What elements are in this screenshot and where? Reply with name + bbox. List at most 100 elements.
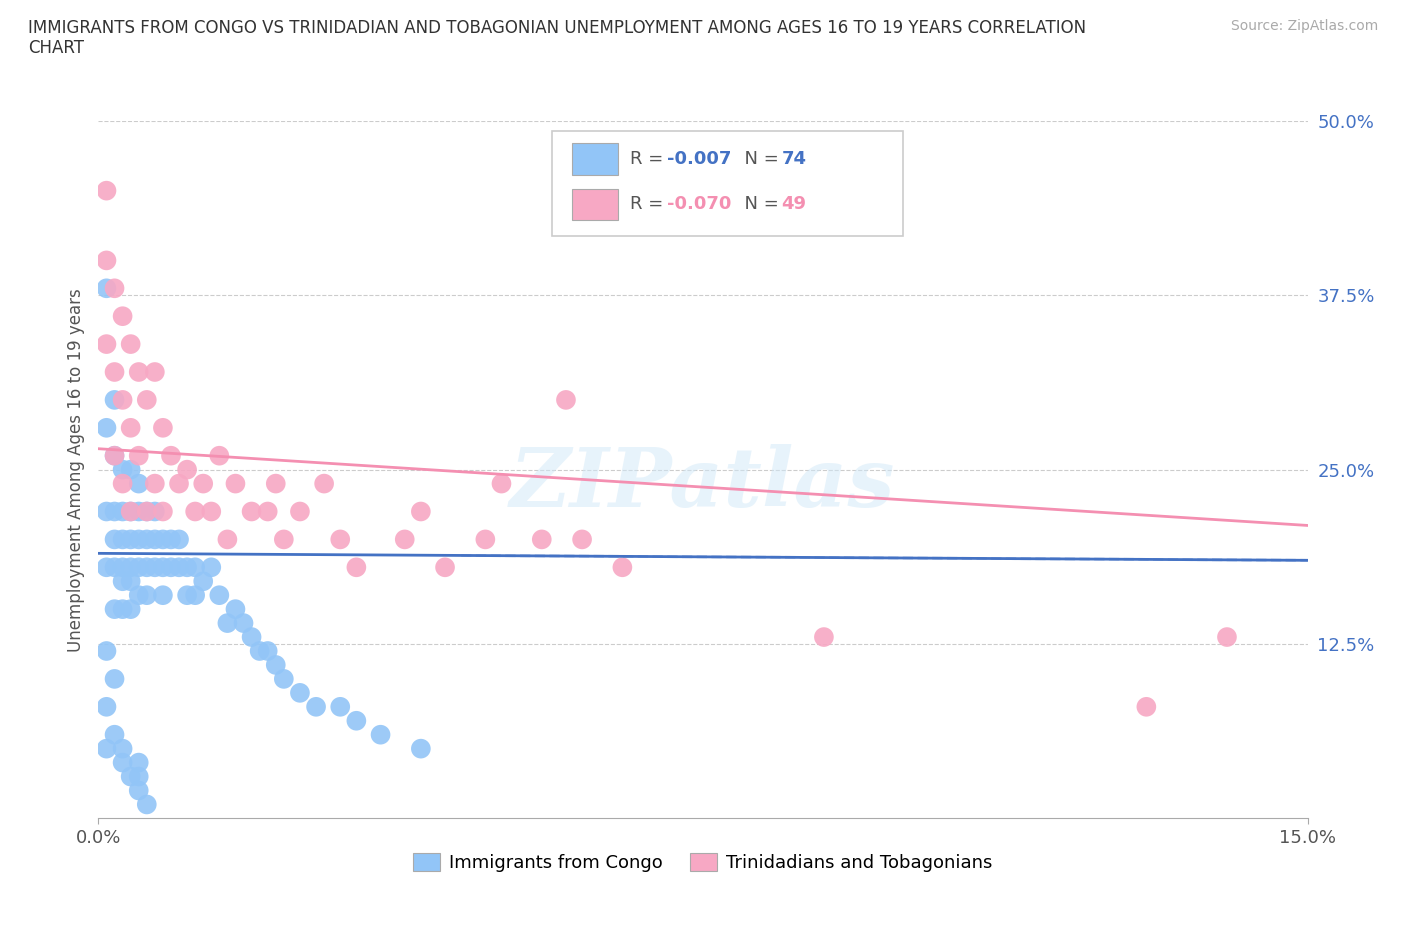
Point [103,560,125,575]
Point [288,685,311,700]
Point [152,560,174,575]
Point [128,365,150,379]
Point [135,504,157,519]
Point [120,560,142,575]
Point [103,281,125,296]
Legend: Immigrants from Congo, Trinidadians and Tobagonians: Immigrants from Congo, Trinidadians and … [406,845,1000,879]
Point [120,504,142,519]
Point [111,392,134,407]
Point [370,727,392,742]
Point [143,365,166,379]
Text: 74: 74 [782,150,807,168]
Point [160,532,183,547]
Point [167,532,190,547]
Point [571,532,593,547]
Point [96,183,118,198]
Point [208,588,231,603]
Point [288,504,311,519]
Point [135,532,157,547]
Point [1135,699,1157,714]
Point [96,420,118,435]
Point [103,532,125,547]
Point [96,281,118,296]
Point [409,504,432,519]
Text: R =: R = [630,150,669,168]
Point [143,560,166,575]
Point [273,671,295,686]
Point [111,462,134,477]
Point [184,560,207,575]
Point [264,658,287,672]
Point [111,755,134,770]
Point [152,588,174,603]
FancyBboxPatch shape [572,189,619,220]
Text: ZIPatlas: ZIPatlas [510,444,896,524]
Point [184,588,207,603]
Point [273,532,295,547]
Point [135,588,157,603]
Point [394,532,416,547]
Point [264,476,287,491]
Point [200,560,222,575]
Point [135,504,157,519]
Point [152,420,174,435]
Point [103,727,125,742]
Point [128,588,150,603]
Text: R =: R = [630,195,669,213]
Point [128,783,150,798]
Point [305,699,328,714]
Point [434,560,457,575]
Point [111,574,134,589]
Point [103,392,125,407]
Point [96,253,118,268]
Point [344,560,367,575]
Point [240,630,263,644]
Point [152,532,174,547]
Point [249,644,271,658]
Text: N =: N = [734,150,785,168]
Point [128,476,150,491]
Point [96,644,118,658]
Point [96,699,118,714]
Point [256,644,278,658]
Point [120,769,142,784]
Point [128,504,150,519]
FancyBboxPatch shape [572,143,619,175]
Point [96,741,118,756]
Point [217,532,239,547]
Point [193,574,215,589]
Point [193,476,215,491]
Point [111,309,134,324]
Point [329,699,352,714]
Point [1216,630,1239,644]
Point [96,337,118,352]
Point [111,532,134,547]
Point [256,504,278,519]
Point [409,741,432,756]
Point [530,532,553,547]
Point [135,797,157,812]
Point [111,560,134,575]
Point [111,476,134,491]
Point [224,602,246,617]
Point [813,630,835,644]
Point [120,420,142,435]
Point [160,448,183,463]
Point [143,476,166,491]
Point [224,476,246,491]
Point [96,504,118,519]
Point [120,532,142,547]
Point [208,448,231,463]
Point [120,462,142,477]
Point [160,560,183,575]
Point [128,560,150,575]
Point [103,448,125,463]
Point [232,616,254,631]
Point [103,671,125,686]
Text: -0.070: -0.070 [666,195,731,213]
Point [152,504,174,519]
Point [143,504,166,519]
FancyBboxPatch shape [551,131,903,236]
Text: Source: ZipAtlas.com: Source: ZipAtlas.com [1230,19,1378,33]
Point [135,392,157,407]
